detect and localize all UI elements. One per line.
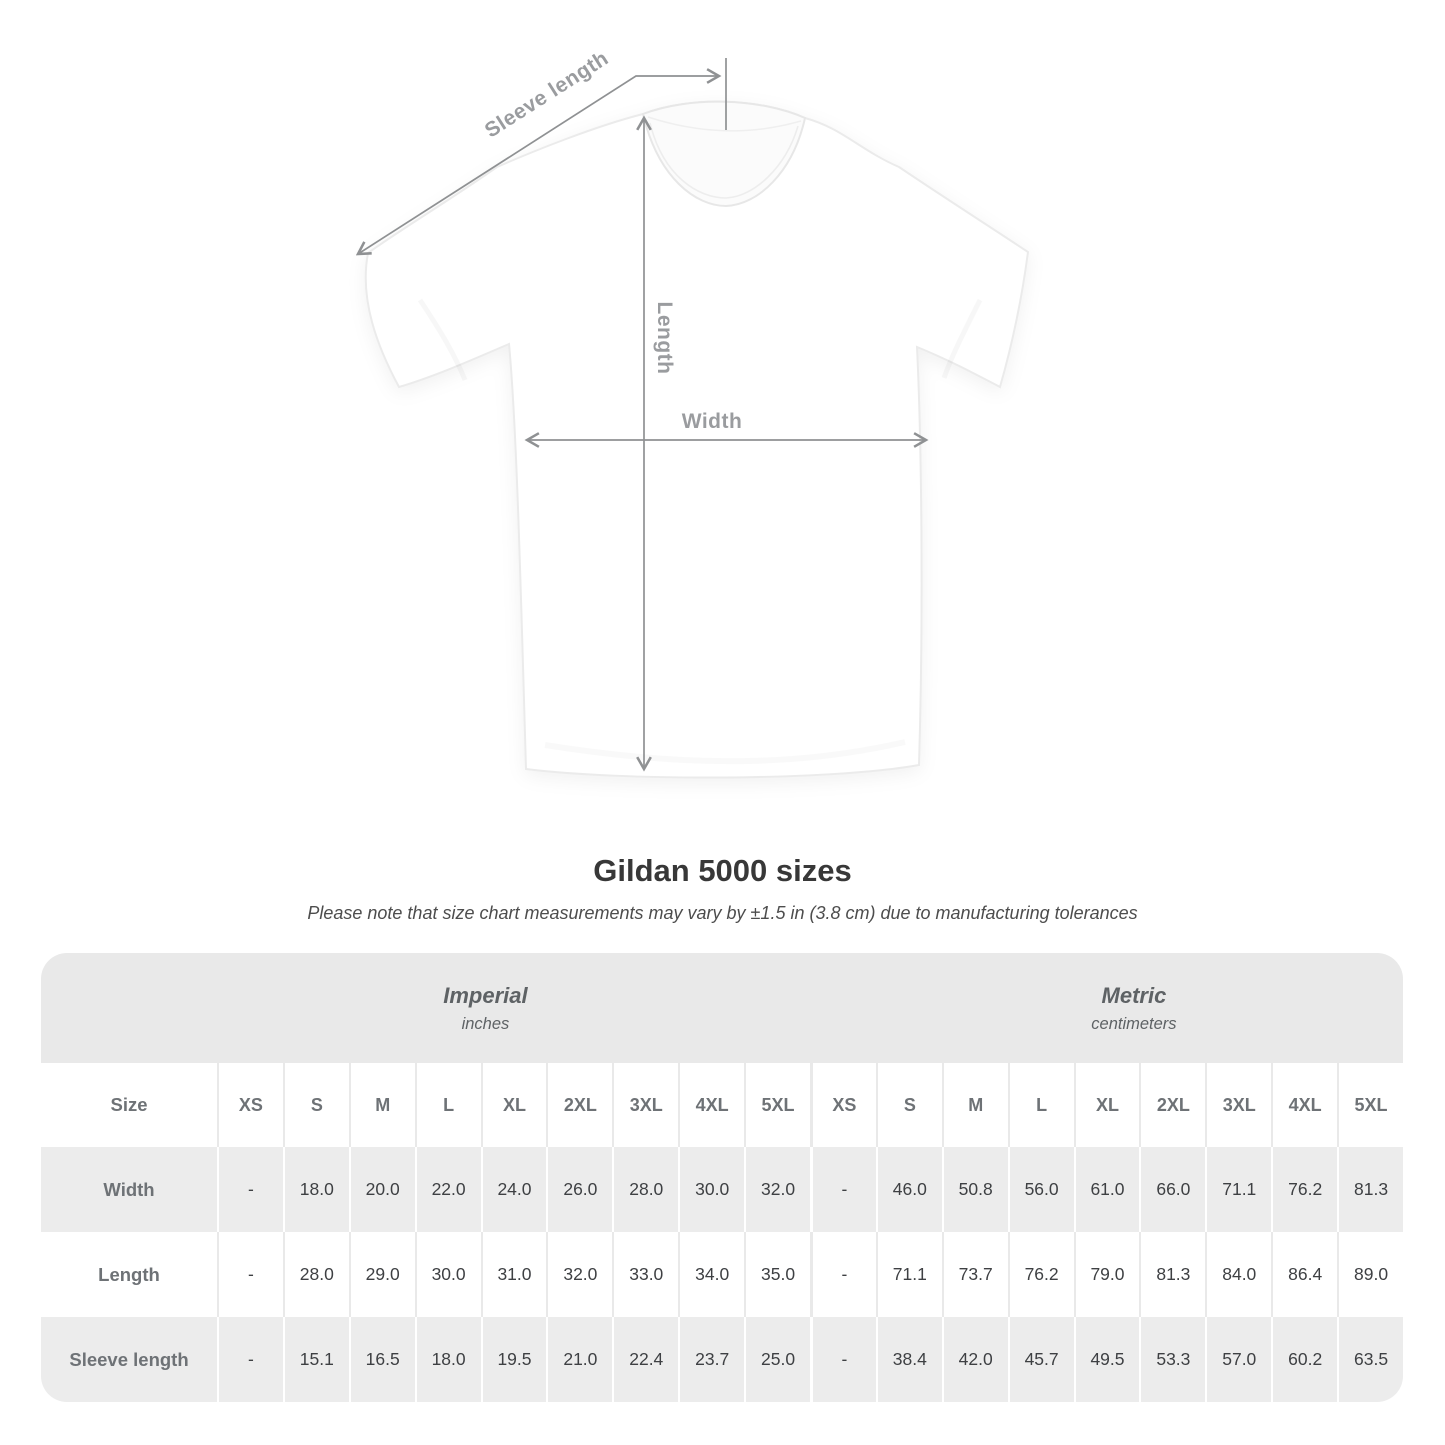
value-metric-width-l: 56.0 xyxy=(1007,1147,1074,1232)
page-title: Gildan 5000 sizes xyxy=(593,853,852,888)
size-header-imperial-3xl: 3XL xyxy=(612,1063,678,1147)
value-metric-sleeve-length-xl: 49.5 xyxy=(1073,1317,1140,1402)
value-imperial-width-4xl: 30.0 xyxy=(678,1147,744,1232)
value-metric-width-2xl: 66.0 xyxy=(1139,1147,1205,1232)
value-imperial-length-xl: 31.0 xyxy=(480,1232,547,1317)
value-imperial-width-2xl: 26.0 xyxy=(546,1147,612,1232)
value-imperial-length-m: 29.0 xyxy=(348,1232,415,1317)
value-imperial-width-xs: - xyxy=(217,1147,283,1232)
value-imperial-sleeve-length-3xl: 22.4 xyxy=(612,1317,678,1402)
length-dimension-label: Length xyxy=(653,301,676,375)
value-metric-sleeve-length-2xl: 53.3 xyxy=(1139,1317,1205,1402)
width-dimension-label: Width xyxy=(681,410,743,433)
value-metric-width-xs: - xyxy=(809,1147,876,1232)
size-header-metric-2xl: 2XL xyxy=(1139,1063,1205,1147)
value-imperial-sleeve-length-m: 16.5 xyxy=(348,1317,415,1402)
value-imperial-width-5xl: 32.0 xyxy=(744,1147,810,1232)
imperial-section-title: Imperial xyxy=(443,982,528,1008)
value-imperial-length-5xl: 35.0 xyxy=(744,1232,810,1317)
value-imperial-sleeve-length-4xl: 23.7 xyxy=(678,1317,744,1402)
value-imperial-sleeve-length-5xl: 25.0 xyxy=(744,1317,810,1402)
size-header-imperial-5xl: 5XL xyxy=(744,1063,810,1147)
size-table-body: Width -18.0 20.0 22.0 24.0 26.0 28.0 30.0 32.0-4… xyxy=(41,1147,1403,1402)
row-label-width: Width xyxy=(103,1178,155,1200)
value-metric-width-s: 46.0 xyxy=(875,1147,942,1232)
imperial-section-header: Imperial inches xyxy=(41,953,810,1063)
value-imperial-length-3xl: 33.0 xyxy=(612,1232,678,1317)
tolerance-note: Please note that size chart measurements… xyxy=(307,903,1138,923)
measurement-row-length: Length -28.0 29.0 30.0 31.0 32.0 33.0 34.0 35.0-… xyxy=(41,1232,1403,1317)
tshirt-illustration xyxy=(0,58,1030,779)
sleeve-length-arrow xyxy=(358,76,719,254)
value-imperial-sleeve-length-l: 18.0 xyxy=(414,1317,481,1402)
size-header-imperial-xl: XL xyxy=(480,1063,547,1147)
value-imperial-length-s: 28.0 xyxy=(282,1232,349,1317)
value-metric-sleeve-length-5xl: 63.5 xyxy=(1337,1317,1403,1402)
size-header-imperial-2xl: 2XL xyxy=(546,1063,612,1147)
value-imperial-width-3xl: 28.0 xyxy=(612,1147,678,1232)
metric-section-title: Metric xyxy=(1101,982,1167,1008)
value-imperial-width-s: 18.0 xyxy=(282,1147,349,1232)
size-header-metric-xl: XL xyxy=(1073,1063,1140,1147)
size-header-metric-l: L xyxy=(1007,1063,1074,1147)
value-imperial-length-xs: - xyxy=(217,1232,283,1317)
value-metric-length-5xl: 89.0 xyxy=(1337,1232,1403,1317)
value-metric-sleeve-length-4xl: 60.2 xyxy=(1271,1317,1337,1402)
value-metric-width-xl: 61.0 xyxy=(1073,1147,1140,1232)
imperial-section-unit: inches xyxy=(461,1014,510,1033)
value-metric-sleeve-length-3xl: 57.0 xyxy=(1205,1317,1271,1402)
size-header-metric-4xl: 4XL xyxy=(1271,1063,1337,1147)
row-label-sleeve-length: Sleeve length xyxy=(69,1348,189,1370)
size-header-metric-3xl: 3XL xyxy=(1205,1063,1271,1147)
value-metric-sleeve-length-l: 45.7 xyxy=(1007,1317,1074,1402)
value-metric-length-l: 76.2 xyxy=(1007,1232,1074,1317)
value-metric-length-3xl: 84.0 xyxy=(1205,1232,1271,1317)
row-label-length: Length xyxy=(98,1263,160,1285)
metric-section-header: Metric centimeters xyxy=(810,953,1403,1063)
size-header-metric-5xl: 5XL xyxy=(1337,1063,1403,1147)
value-imperial-sleeve-length-s: 15.1 xyxy=(282,1317,349,1402)
value-metric-length-4xl: 86.4 xyxy=(1271,1232,1337,1317)
value-metric-length-m: 73.7 xyxy=(941,1232,1008,1317)
size-header-row: Size XS S M L XL 2XL 3XL 4XL 5XL XS S M L XL 2XL 3XL 4XL… xyxy=(41,1063,1403,1147)
size-header-imperial-l: L xyxy=(414,1063,481,1147)
size-header-metric-xs: XS xyxy=(809,1063,876,1147)
value-metric-width-m: 50.8 xyxy=(941,1147,1008,1232)
size-header-metric-m: M xyxy=(941,1063,1008,1147)
value-metric-width-4xl: 76.2 xyxy=(1271,1147,1337,1232)
value-imperial-length-l: 30.0 xyxy=(414,1232,481,1317)
value-imperial-sleeve-length-xl: 19.5 xyxy=(480,1317,547,1402)
value-imperial-sleeve-length-2xl: 21.0 xyxy=(546,1317,612,1402)
measurement-row-width: Width -18.0 20.0 22.0 24.0 26.0 28.0 30.0 32.0-4… xyxy=(41,1147,1403,1232)
value-metric-width-5xl: 81.3 xyxy=(1337,1147,1403,1232)
size-header-imperial-m: M xyxy=(348,1063,415,1147)
size-column-header: Size xyxy=(110,1094,148,1115)
size-table: Imperial inches Metric centimeters Size … xyxy=(41,953,1403,1402)
value-imperial-length-4xl: 34.0 xyxy=(678,1232,744,1317)
size-header-imperial-xs: XS xyxy=(217,1063,283,1147)
size-header-imperial-4xl: 4XL xyxy=(678,1063,744,1147)
size-header-imperial-s: S xyxy=(282,1063,349,1147)
value-imperial-width-l: 22.0 xyxy=(414,1147,481,1232)
value-imperial-sleeve-length-xs: - xyxy=(217,1317,283,1402)
value-metric-length-2xl: 81.3 xyxy=(1139,1232,1205,1317)
metric-section-unit: centimeters xyxy=(1091,1014,1177,1033)
value-metric-length-xl: 79.0 xyxy=(1073,1232,1140,1317)
value-metric-sleeve-length-xs: - xyxy=(809,1317,876,1402)
value-imperial-width-xl: 24.0 xyxy=(480,1147,547,1232)
value-imperial-width-m: 20.0 xyxy=(348,1147,415,1232)
measurement-row-sleeve-length: Sleeve length -15.1 16.5 18.0 19.5 21.0 22.4 23… xyxy=(41,1317,1403,1402)
value-metric-length-xs: - xyxy=(809,1232,876,1317)
size-header-metric-s: S xyxy=(875,1063,942,1147)
value-metric-sleeve-length-s: 38.4 xyxy=(875,1317,942,1402)
value-metric-width-3xl: 71.1 xyxy=(1205,1147,1271,1232)
value-metric-length-s: 71.1 xyxy=(875,1232,942,1317)
unit-section-header-band: Imperial inches Metric centimeters xyxy=(41,953,1403,1063)
value-imperial-length-2xl: 32.0 xyxy=(546,1232,612,1317)
tshirt-measurement-diagram: Sleeve length Length Width xyxy=(0,47,1030,779)
value-metric-sleeve-length-m: 42.0 xyxy=(941,1317,1008,1402)
